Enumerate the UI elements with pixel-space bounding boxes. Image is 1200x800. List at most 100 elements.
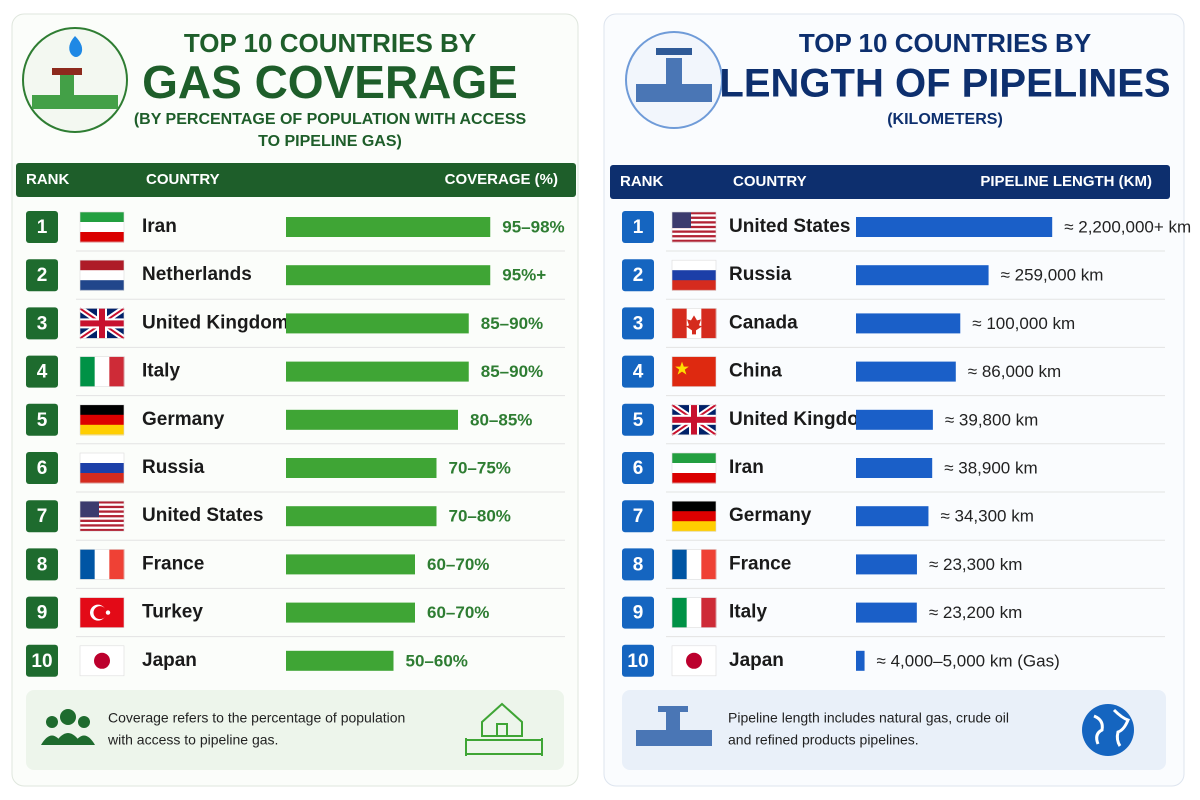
- flag-part: [80, 501, 124, 504]
- value-label: 95%+: [502, 266, 546, 285]
- value-label: ≈ 38,900 km: [944, 458, 1037, 477]
- flag-part: [671, 356, 717, 387]
- bar: [286, 313, 469, 334]
- flag-part: [686, 549, 702, 580]
- rank: 1: [37, 217, 48, 238]
- flag-part: [80, 232, 124, 243]
- flag-part: [701, 597, 717, 628]
- rank: 3: [37, 313, 48, 334]
- flag-part: [79, 308, 125, 339]
- globe-icon: [1082, 704, 1134, 756]
- flag-part: [672, 511, 716, 522]
- house-icon: [465, 702, 543, 756]
- flag-part: [80, 515, 124, 518]
- bar: [856, 602, 917, 623]
- flag-part: [672, 216, 716, 220]
- flag: [79, 597, 125, 628]
- flag-part: [80, 521, 124, 525]
- country: Russia: [142, 457, 205, 478]
- flag-part: [672, 239, 716, 243]
- flag-part: [80, 505, 124, 509]
- flag-part: [672, 453, 716, 464]
- value-label: 60–70%: [427, 555, 489, 574]
- flag-part: [80, 270, 124, 281]
- flag-part: [672, 232, 716, 236]
- flag-part: [79, 645, 125, 677]
- rank: 2: [37, 265, 48, 286]
- bar: [286, 506, 437, 527]
- flag-part: [80, 526, 124, 530]
- flag-part: [79, 500, 125, 532]
- flag-part: [672, 270, 716, 281]
- country: Germany: [142, 409, 225, 430]
- flag: [79, 549, 125, 580]
- flag: [79, 452, 125, 484]
- rank: 9: [37, 603, 48, 624]
- rank-badge: [26, 307, 58, 340]
- flag-part: [672, 237, 716, 240]
- country: Italy: [729, 602, 767, 623]
- rank: 8: [633, 554, 644, 575]
- value-label: 70–75%: [449, 458, 511, 477]
- bar: [856, 265, 989, 286]
- flag-part: [686, 652, 702, 669]
- country: Japan: [729, 650, 784, 671]
- valve-icon: [636, 706, 712, 746]
- flag-part: [80, 508, 124, 511]
- flag-part: [80, 512, 124, 516]
- flag-part: [686, 597, 702, 628]
- flag-part: [672, 235, 716, 238]
- flag-part: [80, 414, 124, 426]
- gas-pipe-icon: [22, 27, 128, 133]
- flag-part: [675, 361, 689, 375]
- flag-part: [80, 549, 96, 580]
- flag-part: [80, 453, 124, 464]
- flag-part: [80, 528, 124, 532]
- country: France: [142, 553, 204, 574]
- rank-badge: [26, 452, 58, 484]
- chart-title: TOP 10 COUNTRIES BY: [184, 28, 476, 58]
- country: Italy: [142, 361, 180, 382]
- rank-badge: [622, 403, 654, 436]
- chart-title-main: GAS COVERAGE: [142, 56, 518, 108]
- bar: [286, 217, 491, 237]
- flag: [79, 645, 125, 677]
- rank: 7: [633, 506, 644, 527]
- flag: [671, 597, 717, 628]
- flag-part: [672, 463, 716, 474]
- flag: [671, 308, 717, 339]
- value-label: 70–80%: [449, 507, 511, 526]
- footnote: Pipeline length includes natural gas, cr…: [728, 710, 1009, 726]
- flag-part: [672, 473, 716, 484]
- bar: [856, 361, 956, 382]
- value-label: 85–90%: [481, 314, 543, 333]
- rank: 10: [627, 651, 648, 672]
- flag-part: [672, 230, 716, 234]
- country: United States: [142, 505, 263, 526]
- country: United States: [729, 216, 850, 237]
- flag-part: [94, 356, 110, 387]
- rank-badge: [622, 355, 654, 388]
- flag-part: [672, 280, 716, 291]
- column-header: RANK: [620, 173, 663, 190]
- rank-badge: [622, 596, 654, 629]
- rank: 6: [37, 458, 48, 479]
- flag-part: [80, 260, 124, 271]
- flag-part: [672, 501, 716, 512]
- flag-part: [93, 606, 107, 620]
- rank-badge: [622, 644, 654, 677]
- flag-part: [80, 222, 124, 233]
- bar: [856, 650, 865, 671]
- pipe-valve-icon: [625, 31, 723, 129]
- rank: 7: [37, 506, 48, 527]
- flag: [78, 305, 126, 341]
- rank: 5: [37, 410, 48, 431]
- flag-part: [672, 597, 688, 628]
- footnote: and refined products pipelines.: [728, 732, 919, 748]
- bar: [286, 458, 437, 478]
- flag-part: [672, 214, 716, 217]
- flag-part: [79, 259, 125, 291]
- flag-part: [701, 308, 717, 339]
- flag-part: [80, 517, 124, 520]
- flag-part: [80, 463, 124, 474]
